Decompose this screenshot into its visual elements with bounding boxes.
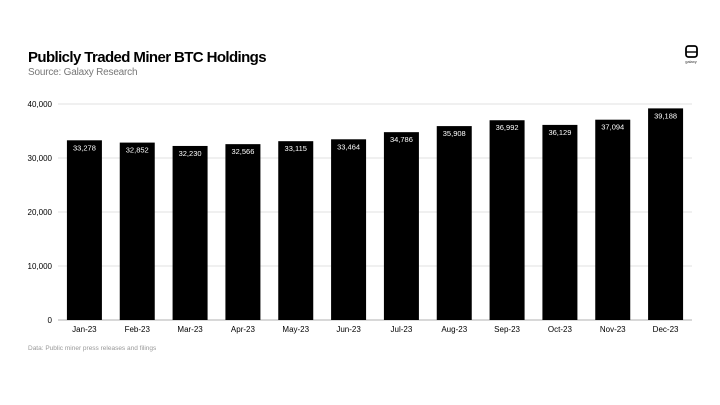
bar-value-label: 32,230 (179, 149, 202, 158)
x-tick-label: Jan-23 (72, 325, 97, 334)
y-tick-label: 30,000 (28, 154, 53, 163)
x-tick-label: Dec-23 (653, 325, 679, 334)
bar-dec-23 (648, 108, 684, 320)
bar-value-label: 33,278 (73, 143, 96, 152)
bar-apr-23 (225, 144, 261, 320)
chart-title: Publicly Traded Miner BTC Holdings (28, 49, 267, 66)
bar-value-label: 33,115 (285, 144, 307, 153)
x-tick-label: May-23 (282, 325, 309, 334)
bar-value-label: 34,786 (390, 135, 413, 144)
bar-mar-23 (172, 145, 208, 320)
bar-value-label: 37,094 (601, 123, 624, 132)
logo-text: galaxy (685, 59, 697, 64)
x-tick-label: Apr-23 (231, 325, 256, 334)
bar-value-label: 36,992 (496, 123, 519, 132)
gridlines (58, 103, 692, 321)
bar-sep-23 (489, 120, 525, 321)
x-tick-label: Sep-23 (494, 325, 520, 334)
bar-value-label: 32,566 (231, 147, 254, 156)
bar-value-label: 33,464 (337, 142, 360, 151)
x-tick-label: Jun-23 (336, 325, 361, 334)
bar-value-label: 36,129 (548, 128, 571, 137)
chart-footnote: Data: Public miner press releases and fi… (28, 345, 157, 352)
chart-subtitle: Source: Galaxy Research (28, 67, 138, 78)
bar-aug-23 (436, 126, 472, 320)
x-tick-label: Oct-23 (548, 325, 573, 334)
y-tick-label: 20,000 (28, 208, 53, 217)
bars (66, 108, 684, 321)
bar-feb-23 (119, 142, 155, 320)
x-tick-label: Feb-23 (125, 325, 151, 334)
bar-value-label: 35,908 (443, 129, 466, 138)
bar-value-label: 32,852 (126, 146, 149, 155)
x-tick-label: Aug-23 (441, 325, 467, 334)
galaxy-logo-icon (684, 45, 698, 58)
x-tick-label: Mar-23 (177, 325, 203, 334)
y-axis-tick-labels: 0 10,000 20,000 30,000 40,000 (28, 100, 53, 325)
bar-value-label: 39,188 (654, 111, 677, 120)
bar-may-23 (278, 141, 314, 320)
y-tick-label: 10,000 (28, 262, 53, 271)
bar-jun-23 (331, 139, 367, 320)
bar-jan-23 (66, 140, 102, 320)
galaxy-logo: galaxy (681, 45, 701, 67)
bar-jul-23 (383, 132, 419, 320)
y-tick-label: 0 (48, 316, 53, 325)
y-tick-label: 40,000 (28, 100, 53, 109)
bar-value-labels: 33,278 32,852 32,230 32,566 33,115 33,464 34,7… (73, 111, 677, 158)
x-tick-label: Nov-23 (600, 325, 626, 334)
bar-nov-23 (595, 119, 631, 320)
x-tick-label: Jul-23 (391, 325, 413, 334)
bar-oct-23 (542, 124, 578, 320)
x-axis-tick-labels: Jan-23 Feb-23 Mar-23 Apr-23 May-23 Jun-23 Jul-… (72, 325, 679, 334)
